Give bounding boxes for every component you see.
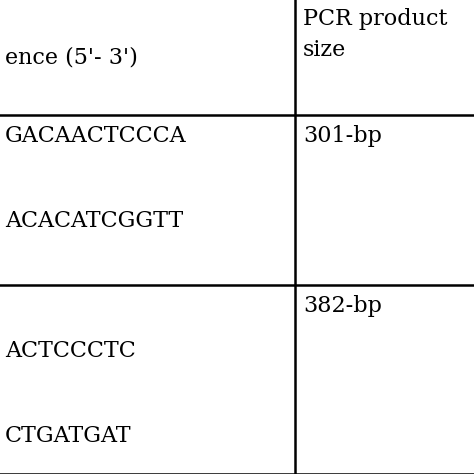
Text: GACAACTCCCA: GACAACTCCCA bbox=[5, 125, 187, 147]
Text: ACTCCCTC: ACTCCCTC bbox=[5, 340, 136, 362]
Text: 301-bp: 301-bp bbox=[303, 125, 382, 147]
Text: ACACATCGGTT: ACACATCGGTT bbox=[5, 210, 183, 232]
Text: ence (5'- 3'): ence (5'- 3') bbox=[5, 46, 138, 69]
Text: 382-bp: 382-bp bbox=[303, 295, 382, 317]
Text: CTGATGAT: CTGATGAT bbox=[5, 425, 132, 447]
Text: PCR product
size: PCR product size bbox=[303, 8, 447, 61]
